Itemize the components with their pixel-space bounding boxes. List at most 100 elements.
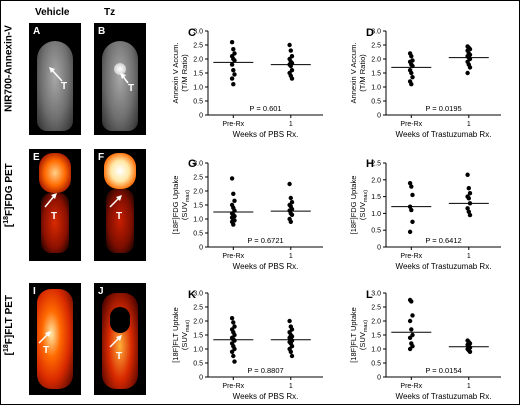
data-point <box>467 349 473 354</box>
data-point <box>231 222 236 227</box>
y-tick-label: 1.0 <box>193 217 203 224</box>
data-point <box>231 191 236 196</box>
y-tick-label: 1.0 <box>193 85 203 92</box>
y-tick-label: 3.0 <box>371 29 381 36</box>
data-point <box>409 70 414 76</box>
p-value-label: P = 0.601 <box>249 104 281 113</box>
x-tick-label: 1 <box>289 383 293 390</box>
data-point <box>407 180 413 186</box>
panel-letter-f: F <box>98 152 105 163</box>
data-point <box>287 181 292 187</box>
data-point <box>229 62 235 67</box>
y-tick-label: 2.5 <box>371 161 381 168</box>
y-axis-label-sub: (T/M Ratio) <box>358 54 367 92</box>
data-point <box>287 42 292 48</box>
x-tick-label: Pre-Rx <box>222 253 244 260</box>
y-axis-label-subscript: max) <box>185 320 191 332</box>
data-point <box>232 359 237 364</box>
data-point <box>466 209 471 214</box>
data-point <box>229 76 235 81</box>
data-point <box>410 192 415 198</box>
y-axis-label: Annexin V Accum. <box>349 43 358 104</box>
data-point <box>409 54 414 59</box>
y-tick-label: 1.0 <box>371 347 381 354</box>
pet-cold-region <box>110 307 130 333</box>
x-axis-label: Weeks of PBS Rx. <box>233 262 299 271</box>
y-tick-label: 0 <box>377 113 381 120</box>
panel-letter-e: E <box>33 152 40 163</box>
arrow-icon <box>109 195 122 208</box>
arrow-icon <box>38 331 51 344</box>
data-point <box>229 349 235 354</box>
data-point <box>466 186 471 191</box>
x-axis-label: Weeks of Trastuzumab Rx. <box>396 262 492 271</box>
image-panel-f: F T <box>94 149 146 261</box>
data-point <box>409 207 414 213</box>
y-tick-label: 1.5 <box>193 71 203 78</box>
pet-signal <box>41 193 69 253</box>
arrow-icon <box>120 73 129 84</box>
data-point <box>288 195 293 201</box>
data-point <box>288 349 293 354</box>
y-tick-label: 1.5 <box>371 71 381 78</box>
data-point <box>289 76 295 81</box>
data-point <box>466 196 471 201</box>
image-panel-i: I T <box>29 283 81 395</box>
data-point <box>231 353 236 359</box>
p-value-label: P = 0.0195 <box>425 104 461 113</box>
y-axis-label-subscript: max) <box>185 190 191 202</box>
panel-letter-a: A <box>33 26 41 37</box>
y-tick-label: 1.0 <box>371 211 381 218</box>
data-point <box>232 58 237 63</box>
x-axis-label: Weeks of PBS Rx. <box>233 130 299 139</box>
data-point <box>229 40 235 45</box>
image-panel-b: B T <box>94 23 146 135</box>
arrow-icon <box>49 67 63 82</box>
p-value-label: P = 0.6412 <box>425 236 461 245</box>
y-tick-label: 0 <box>199 375 203 382</box>
panel-letter: L <box>366 289 373 301</box>
y-axis-label-sub: (SUVmax) <box>180 320 191 350</box>
p-value-label: P = 0.8807 <box>247 366 283 375</box>
tz-column-header: Tz <box>104 7 116 18</box>
data-point <box>407 346 413 352</box>
y-tick-label: 1.5 <box>371 333 381 340</box>
panel-letter: H <box>366 158 374 170</box>
y-axis-label: Annexin V Accum. <box>171 43 180 104</box>
y-tick-label: 3.0 <box>193 291 203 298</box>
panel-letter-b: B <box>98 26 106 37</box>
panel-letter-j: J <box>98 286 104 297</box>
y-tick-label: 1.0 <box>371 85 381 92</box>
data-point <box>410 313 415 318</box>
x-axis-label: Weeks of PBS Rx. <box>233 392 299 401</box>
data-point <box>467 191 473 196</box>
y-axis-label: [18F]FDG Uptake <box>349 176 358 235</box>
y-tick-label: 1.5 <box>193 203 203 210</box>
data-point <box>465 206 470 211</box>
x-axis-label: Weeks of Trastuzumab Rx. <box>396 130 492 139</box>
pet-signal <box>104 153 136 189</box>
data-point <box>409 327 414 332</box>
chart-panel-g: G 0 0.5 1.0 1.5 2.0 2.5 3.0 Pre-Rx 1 Weeks of PBS … <box>171 158 323 271</box>
data-point <box>467 212 473 218</box>
chart-panel-l: L 0 0.5 1.0 1.5 2.0 2.5 3.0 Pre-Rx 1 Weeks of Tras… <box>349 289 501 401</box>
y-axis-label-subscript: max) <box>363 190 369 202</box>
y-axis-label-sub: (SUVmax) <box>180 190 191 220</box>
y-tick-label: 1.0 <box>193 347 203 354</box>
tumor-label-e: T <box>51 211 58 222</box>
data-point <box>407 229 413 235</box>
chart-panel-h: H 0 0.5 1.0 1.5 2.0 2.5 Pre-Rx 1 Weeks of Trastuz… <box>349 158 501 271</box>
x-tick-label: 1 <box>467 383 471 390</box>
data-point <box>289 212 295 217</box>
y-tick-label: 0.5 <box>371 361 381 368</box>
y-axis-label-subscript: max) <box>363 320 369 332</box>
x-tick-label: Pre-Rx <box>400 253 422 260</box>
image-panel-a: A T <box>29 23 81 135</box>
y-tick-label: 2.0 <box>193 57 203 64</box>
data-point <box>288 219 293 224</box>
y-tick-label: 0.5 <box>193 361 203 368</box>
y-tick-label: 0.5 <box>371 228 381 235</box>
tumor-label-i: T <box>43 345 50 356</box>
panel-letter: D <box>366 27 374 39</box>
